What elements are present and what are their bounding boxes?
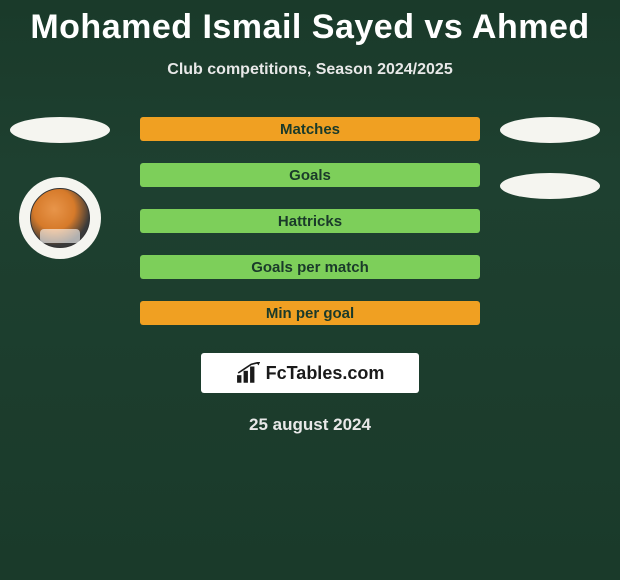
metric-bar-matches: Matches xyxy=(140,117,480,141)
player-right-badge-2 xyxy=(500,173,600,199)
metric-bar-goals-per-match: Goals per match xyxy=(140,255,480,279)
player-right-badge-1 xyxy=(500,117,600,143)
metric-bars: Matches Goals Hattricks Goals per match … xyxy=(140,117,480,325)
player-right-column xyxy=(500,117,600,199)
player-left-club-logo xyxy=(19,177,101,259)
player-left-badge xyxy=(10,117,110,143)
comparison-content: Matches Goals Hattricks Goals per match … xyxy=(0,117,620,435)
brand-text: FcTables.com xyxy=(266,363,385,384)
date-label: 25 august 2024 xyxy=(0,415,620,435)
ajman-club-icon xyxy=(30,188,90,248)
player-left-column xyxy=(10,117,110,259)
page-title: Mohamed Ismail Sayed vs Ahmed xyxy=(0,0,620,47)
chart-icon xyxy=(236,362,262,384)
subtitle: Club competitions, Season 2024/2025 xyxy=(0,61,620,79)
metric-bar-goals: Goals xyxy=(140,163,480,187)
metric-bar-min-per-goal: Min per goal xyxy=(140,301,480,325)
brand-logo: FcTables.com xyxy=(201,353,419,393)
metric-bar-hattricks: Hattricks xyxy=(140,209,480,233)
